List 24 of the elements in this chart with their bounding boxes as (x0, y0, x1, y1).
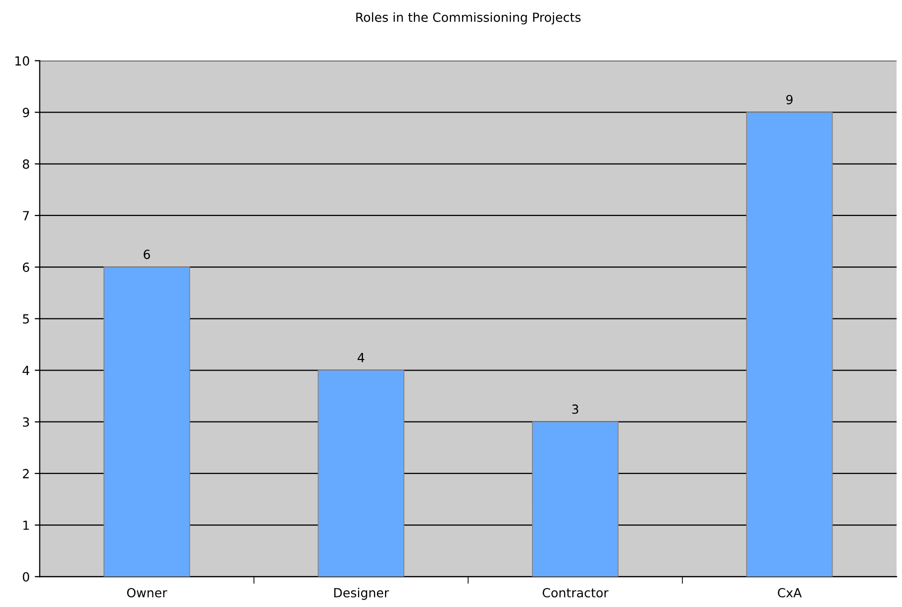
y-tick-label: 0 (22, 572, 30, 582)
y-tick-label: 4 (22, 366, 30, 376)
y-tick-label: 8 (22, 159, 30, 169)
bar (104, 266, 190, 577)
y-tick-label: 6 (22, 262, 30, 272)
x-tick-label: Designer (334, 588, 390, 600)
x-tick-label: CxA (778, 588, 802, 598)
data-label: 4 (358, 353, 364, 362)
y-tick-label: 9 (22, 108, 30, 118)
data-label: 3 (572, 404, 578, 414)
x-tick-label: Owner (127, 588, 168, 598)
y-tick-label: 7 (23, 211, 29, 220)
y-tick-label: 2 (22, 468, 29, 478)
y-tick-label: 5 (22, 314, 29, 324)
data-label: 9 (786, 94, 793, 104)
bar (746, 112, 833, 577)
y-tick-label: 10 (15, 56, 30, 66)
data-label: 6 (144, 250, 150, 260)
y-tick-label: 3 (22, 417, 29, 427)
x-tick-label: Contractor (542, 588, 609, 598)
chart-title: Roles in the Commissioning Projects (356, 12, 581, 24)
bar (532, 421, 619, 577)
bar (318, 370, 404, 577)
y-tick-label: 1 (23, 520, 29, 530)
